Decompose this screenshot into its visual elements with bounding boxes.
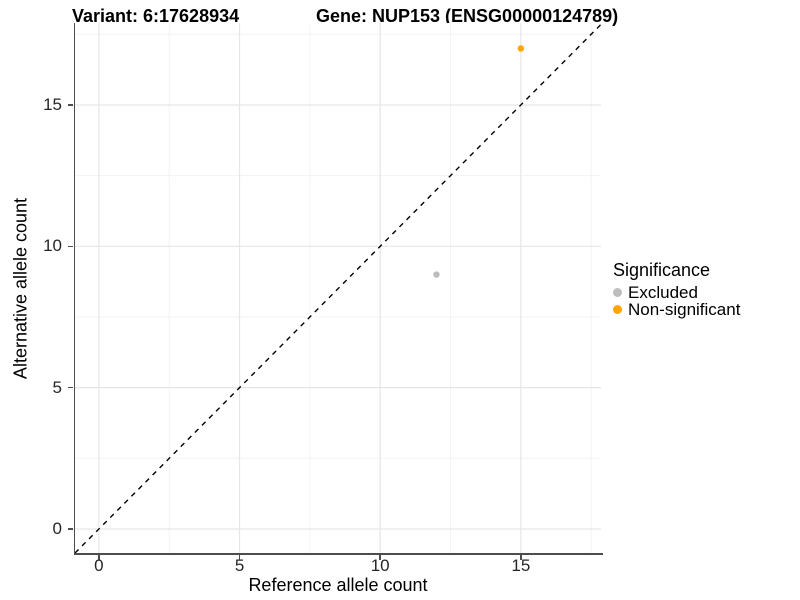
y-tick-label: 10 [43,236,62,256]
y-tick-mark [68,245,73,248]
legend: Significance Excluded Non-significant [613,260,741,319]
legend-label-excluded: Excluded [628,282,698,302]
y-tick-mark [68,528,73,530]
y-tick-mark [68,104,73,106]
legend-label-non-significant: Non-significant [628,299,741,319]
x-tick-label: 15 [511,556,531,575]
plot-panel [75,23,601,553]
x-axis-title: Reference allele count [248,575,428,595]
legend-item-excluded: Excluded [613,282,740,302]
x-tick-mark [520,554,522,560]
x-tick-label: 10 [370,556,390,575]
y-tick-label: 5 [52,377,62,397]
x-tick-mark [379,554,381,560]
x-tick-mark [98,554,100,560]
x-tick-mark [238,554,241,560]
legend-title: Significance [613,260,711,280]
y-tick-label: 0 [52,518,62,538]
data-point-non-significant [517,45,525,52]
x-axis-line [73,553,603,555]
data-point-excluded [433,271,440,278]
identity-reference-line [75,23,601,553]
excluded-dot-icon [613,288,622,297]
gene-title: Gene: NUP153 (ENSG00000124789) [316,6,619,26]
non-significant-dot-icon [613,305,622,314]
y-tick-mark [68,386,73,389]
legend-item-non-significant: Non-significant [613,299,741,319]
plot-canvas [75,23,601,553]
variant-title: Variant: 6:17628934 [72,6,240,26]
x-tick-label: 0 [94,556,104,575]
x-tick-label: 5 [234,556,245,575]
y-axis-title: Alternative allele count [10,197,31,380]
y-axis-line [73,23,75,555]
y-tick-label: 15 [43,94,62,114]
